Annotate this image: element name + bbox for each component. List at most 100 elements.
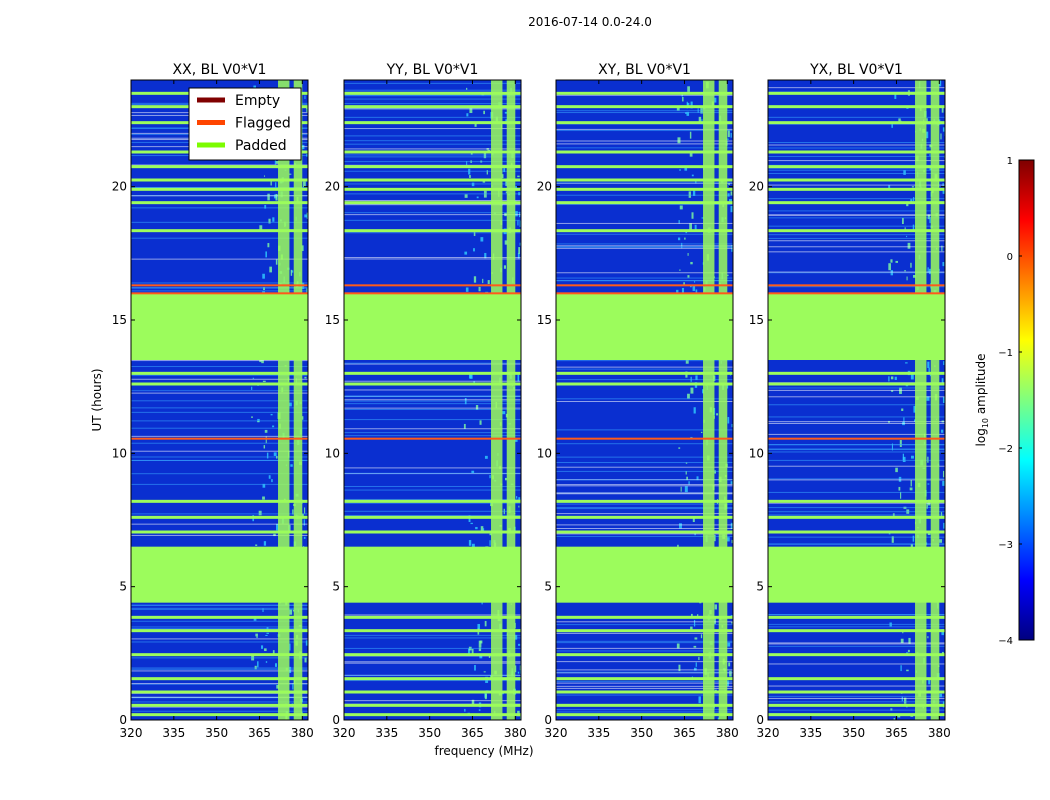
time-line [556, 661, 733, 663]
rfi-speckle [489, 540, 491, 546]
rfi-speckle [480, 526, 484, 533]
time-line [556, 246, 733, 248]
rfi-speckle [905, 362, 908, 364]
time-line [768, 626, 945, 628]
rfi-speckle [942, 470, 945, 478]
y-tick-label: 10 [749, 446, 764, 460]
rfi-speckle [483, 110, 485, 115]
rfi-speckle [306, 105, 308, 113]
padded-interval [556, 546, 733, 603]
padded-row [768, 530, 945, 534]
time-line [344, 647, 521, 649]
flagged-line [344, 437, 521, 440]
rfi-speckle [891, 121, 893, 128]
time-line [556, 694, 733, 696]
time-line [344, 116, 521, 118]
time-line [131, 456, 308, 458]
time-line [344, 183, 521, 185]
padded-row [131, 653, 308, 657]
y-tick-label: 20 [112, 180, 127, 194]
time-line [344, 407, 521, 409]
rfi-speckle [690, 387, 694, 394]
rfi-speckle [688, 191, 691, 198]
rfi-speckle [730, 191, 733, 196]
time-line [131, 513, 308, 515]
colorbar-tick-label: −1 [998, 348, 1013, 359]
rfi-speckle [687, 275, 690, 278]
y-tick-label: 15 [537, 313, 552, 327]
time-line [556, 672, 733, 674]
rfi-speckle [264, 205, 267, 209]
time-line [556, 279, 733, 281]
flagged-line [131, 284, 308, 287]
rfi-speckle [684, 167, 688, 171]
rfi-speckle [892, 513, 895, 518]
flagged-line [556, 292, 733, 295]
rfi-speckle [255, 633, 258, 637]
time-line [556, 685, 733, 687]
rfi-speckle [267, 243, 270, 248]
time-line [131, 360, 308, 362]
rfi-speckle [693, 619, 696, 627]
time-line [344, 408, 521, 410]
padded-channel [718, 80, 728, 720]
time-line [131, 607, 308, 609]
time-line [344, 510, 521, 512]
y-tick-label: 5 [332, 580, 340, 594]
padded-row [131, 201, 308, 205]
rfi-speckle [258, 510, 262, 516]
y-tick-label: 5 [544, 580, 552, 594]
rfi-speckle [695, 662, 697, 667]
time-line [556, 485, 733, 487]
padded-row [344, 178, 521, 182]
rfi-speckle [695, 179, 697, 184]
time-line [344, 128, 521, 130]
rfi-speckle [263, 445, 266, 449]
time-line [556, 640, 733, 642]
time-line [768, 116, 945, 118]
padded-row [131, 371, 308, 375]
time-line [556, 147, 733, 149]
time-line [131, 459, 308, 461]
time-line [344, 89, 521, 91]
rfi-speckle [463, 423, 466, 429]
padded-row [768, 91, 945, 95]
rfi-speckle [900, 638, 904, 644]
rfi-speckle [687, 393, 690, 399]
time-line [556, 233, 733, 235]
padded-channel [506, 80, 516, 720]
padded-row [768, 150, 945, 154]
padded-row [556, 530, 733, 534]
time-line [344, 661, 521, 663]
time-line [556, 632, 733, 634]
rfi-speckle [475, 526, 478, 530]
rfi-speckle [730, 132, 732, 138]
time-line [768, 507, 945, 509]
rfi-speckle [696, 476, 699, 481]
time-line [131, 697, 308, 699]
time-line [556, 711, 733, 713]
rfi-speckle [464, 194, 468, 198]
time-line [344, 435, 521, 437]
padded-row [768, 229, 945, 233]
rfi-speckle [276, 685, 280, 689]
rfi-speckle [909, 487, 913, 491]
time-line [556, 203, 733, 205]
rfi-speckle [473, 381, 476, 383]
time-line [131, 435, 308, 437]
rfi-speckle [265, 251, 267, 258]
rfi-speckle [693, 407, 696, 414]
rfi-speckle [903, 697, 907, 704]
time-line [768, 246, 945, 248]
rfi-speckle [907, 649, 910, 653]
y-tick-label: 15 [749, 313, 764, 327]
time-line [556, 130, 733, 132]
time-line [556, 379, 733, 381]
time-line [556, 112, 733, 114]
padded-row [768, 382, 945, 386]
rfi-speckle [728, 183, 730, 186]
rfi-speckle [269, 266, 272, 273]
rfi-speckle [291, 270, 294, 273]
rfi-speckle [941, 429, 944, 433]
time-line [768, 536, 945, 538]
